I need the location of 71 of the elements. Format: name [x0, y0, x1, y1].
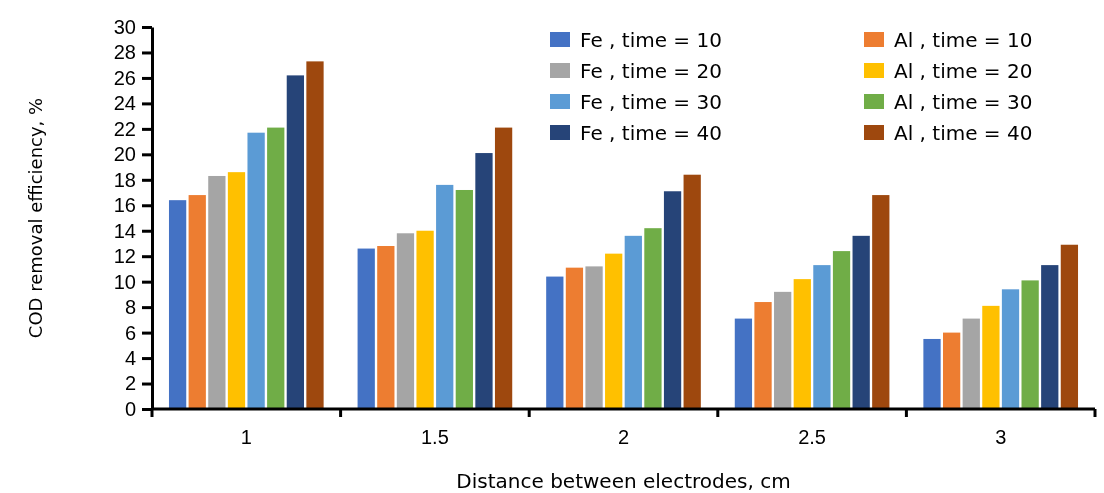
legend-label: Fe , time = 10	[580, 28, 722, 52]
bar	[605, 253, 623, 409]
bar	[585, 266, 603, 409]
bar	[188, 195, 206, 409]
legend-label: Fe , time = 30	[580, 90, 722, 114]
bar	[396, 233, 415, 409]
y-tick-label: 24	[113, 92, 136, 115]
y-tick-label: 14	[113, 219, 136, 242]
bar	[455, 189, 473, 409]
bar	[734, 318, 753, 409]
bar	[494, 127, 513, 409]
bar	[832, 251, 851, 409]
bar	[436, 184, 454, 409]
bar	[1021, 280, 1039, 409]
y-tick-label: 20	[113, 143, 136, 166]
y-tick-label: 28	[113, 41, 136, 64]
y-tick-label: 2	[124, 372, 136, 395]
bar	[1001, 289, 1020, 409]
bar	[962, 318, 980, 409]
x-axis-title: Distance between electrodes, cm	[456, 469, 791, 493]
bar	[683, 174, 701, 409]
legend-label: Al , time = 40	[894, 121, 1033, 145]
x-tick-label: 2	[617, 426, 630, 448]
bar	[286, 75, 304, 409]
legend-label: Al , time = 20	[894, 59, 1033, 83]
bar	[227, 172, 246, 409]
y-tick-label: 12	[113, 245, 136, 268]
y-tick-label: 6	[124, 321, 136, 344]
y-axis-title: COD removal efficiency, %	[25, 97, 46, 339]
bar	[377, 246, 395, 409]
y-tick-label: 4	[124, 346, 136, 369]
bar	[663, 191, 682, 409]
bar	[357, 248, 375, 409]
y-tick-label: 22	[113, 117, 136, 140]
bar	[416, 230, 434, 409]
bar	[247, 132, 265, 409]
bar	[624, 235, 642, 409]
bar	[565, 267, 584, 409]
bar	[923, 338, 941, 409]
y-tick-label: 0	[124, 397, 136, 420]
y-tick-label: 10	[113, 270, 136, 293]
x-tick-label: 3	[995, 426, 1007, 448]
legend-label: Fe , time = 40	[580, 121, 722, 145]
x-tick-label: 1.5	[420, 426, 449, 448]
x-tick-label: 2.5	[798, 426, 827, 448]
bar	[267, 127, 285, 409]
bar	[475, 153, 493, 409]
y-tick-label: 18	[113, 168, 136, 191]
bar	[813, 265, 831, 409]
bar	[1060, 244, 1079, 409]
bar	[943, 332, 961, 409]
y-tick-label: 8	[124, 296, 136, 319]
bar	[208, 175, 226, 409]
bar	[872, 195, 890, 409]
bar	[1041, 265, 1059, 409]
bar	[644, 228, 662, 409]
legend-label: Fe , time = 20	[580, 59, 722, 83]
bar	[546, 276, 564, 409]
legend-label: Al , time = 30	[894, 90, 1033, 114]
bar	[168, 200, 187, 409]
bar	[774, 291, 792, 409]
legend-label: Al , time = 10	[894, 28, 1033, 52]
bar	[754, 302, 772, 409]
x-tick-label: 1	[240, 426, 252, 448]
bar	[793, 279, 811, 409]
bar	[982, 305, 1000, 409]
bar	[306, 61, 324, 409]
bar	[852, 235, 870, 409]
y-tick-label: 16	[113, 194, 136, 217]
y-tick-label: 26	[113, 66, 136, 89]
y-tick-label: 30	[113, 15, 136, 38]
